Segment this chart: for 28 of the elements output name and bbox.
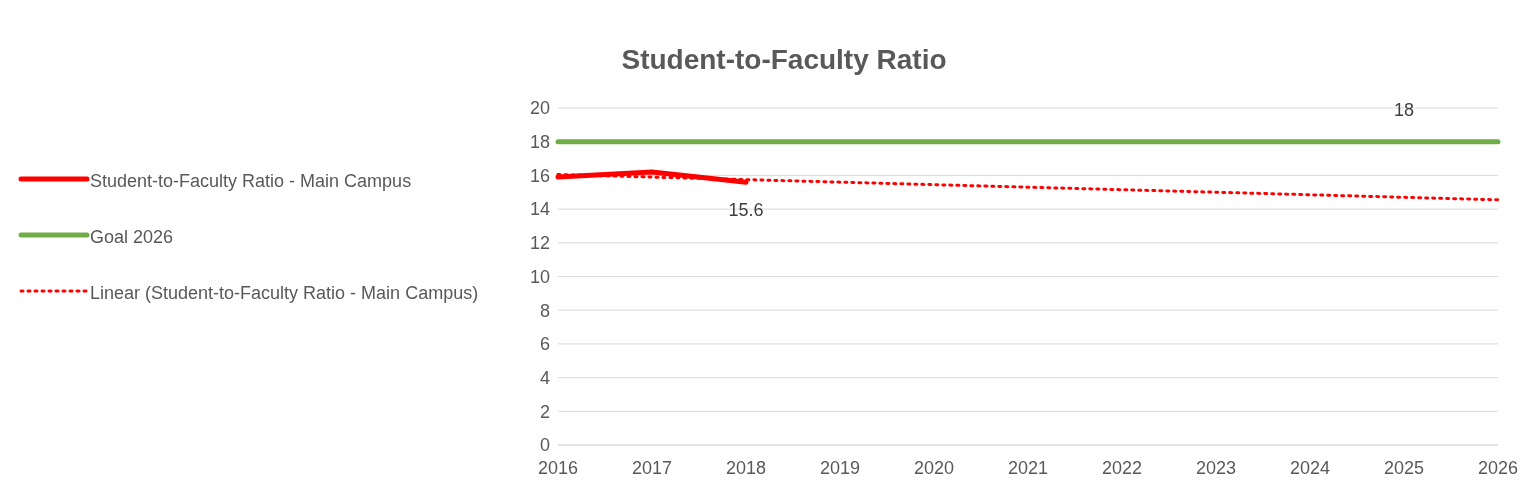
y-tick-label: 18 <box>529 132 550 153</box>
chart-title: Student-to-Faculty Ratio <box>620 44 948 76</box>
y-tick-label: 6 <box>539 334 550 355</box>
y-tick-label: 10 <box>529 266 550 287</box>
x-tick-label: 2019 <box>819 457 861 478</box>
legend-label: Student-to-Faculty Ratio - Main Campus <box>90 169 412 193</box>
x-tick-label: 2025 <box>1383 457 1425 478</box>
y-tick-label: 14 <box>529 199 550 220</box>
data-label: 15.6 <box>728 200 764 221</box>
x-tick-label: 2020 <box>913 457 955 478</box>
x-tick-label: 2021 <box>1007 457 1049 478</box>
x-tick-label: 2018 <box>725 457 767 478</box>
data-label: 18 <box>1393 99 1415 120</box>
y-tick-label: 12 <box>529 233 550 254</box>
y-tick-label: 8 <box>539 300 550 321</box>
y-tick-label: 0 <box>539 435 550 456</box>
x-tick-label: 2026 <box>1477 457 1519 478</box>
y-tick-label: 2 <box>539 401 550 422</box>
x-tick-label: 2024 <box>1289 457 1331 478</box>
x-tick-label: 2023 <box>1195 457 1237 478</box>
legend-label: Goal 2026 <box>90 225 174 249</box>
y-tick-label: 16 <box>529 165 550 186</box>
y-tick-label: 4 <box>539 367 550 388</box>
x-tick-label: 2022 <box>1101 457 1143 478</box>
y-tick-label: 20 <box>529 98 550 119</box>
legend-label: Linear (Student-to-Faculty Ratio - Main Campus) <box>90 281 479 305</box>
x-tick-label: 2017 <box>631 457 673 478</box>
x-tick-label: 2016 <box>537 457 579 478</box>
